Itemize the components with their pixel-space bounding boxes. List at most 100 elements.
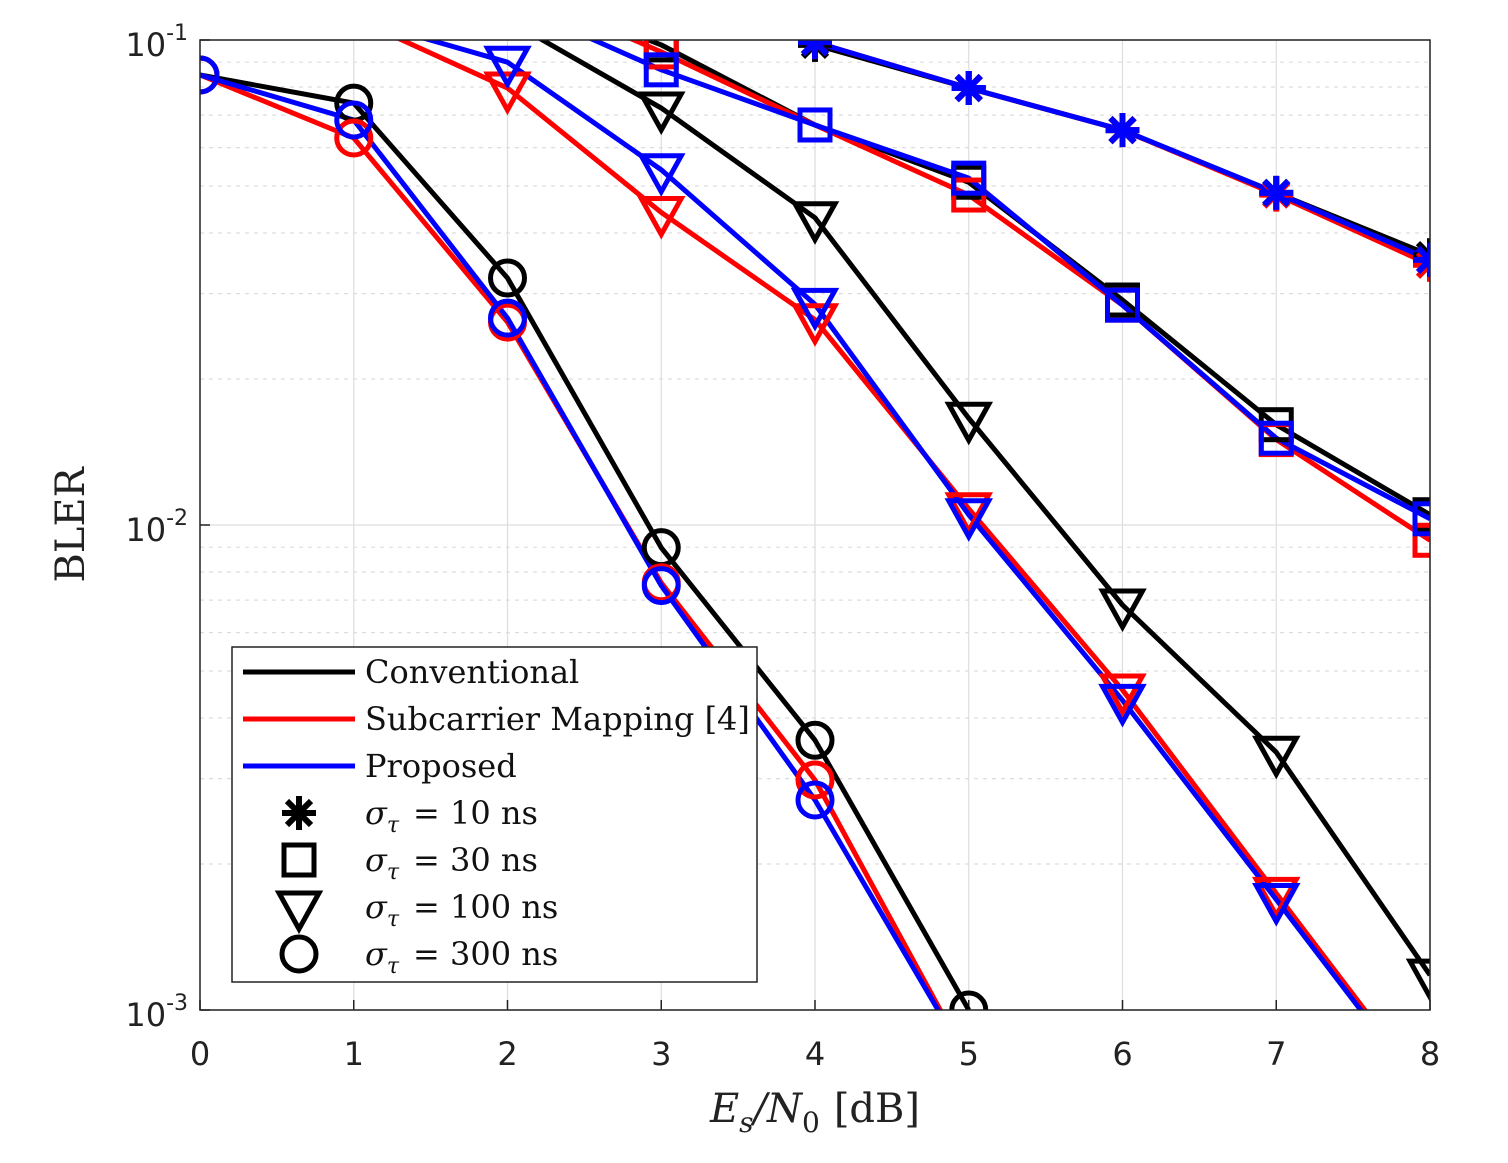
data-point xyxy=(795,720,835,760)
data-point xyxy=(944,401,993,446)
asterisk-stroke xyxy=(954,73,983,103)
legend-label: Conventional xyxy=(365,653,579,691)
legend-label: στ = 30 ns xyxy=(365,841,538,885)
circle-marker xyxy=(795,780,835,820)
series-line xyxy=(537,40,1430,977)
data-point xyxy=(790,201,840,245)
circle-marker xyxy=(488,298,527,338)
triangle-marker xyxy=(790,201,840,245)
legend-label: στ = 100 ns xyxy=(365,888,558,932)
triangle-marker xyxy=(1405,958,1430,1003)
triangle-marker xyxy=(1098,683,1147,728)
asterisk-stroke xyxy=(1415,245,1430,265)
data-point xyxy=(1098,683,1147,728)
data-point xyxy=(1413,247,1430,282)
data-point xyxy=(795,780,835,820)
triangle-marker xyxy=(1098,673,1147,718)
y-tick-label: 10-1 xyxy=(125,21,188,64)
data-point xyxy=(637,91,686,136)
legend-label: στ = 10 ns xyxy=(365,794,538,838)
data-point xyxy=(643,52,679,88)
triangle-marker xyxy=(1252,882,1301,927)
triangle-marker xyxy=(637,91,686,136)
series-line xyxy=(421,40,1364,1010)
square-marker xyxy=(1412,501,1430,537)
asterisk-stroke xyxy=(1262,178,1291,207)
triangle-marker xyxy=(944,498,993,542)
data-point xyxy=(483,45,532,90)
series-line xyxy=(395,40,1368,1010)
x-tick-label: 0 xyxy=(190,1035,210,1073)
legend-marker xyxy=(274,890,324,935)
legend-marker xyxy=(282,796,316,830)
data-point xyxy=(1405,958,1430,1003)
legend-label: στ = 300 ns xyxy=(365,935,558,979)
asterisk-stroke xyxy=(1415,241,1430,260)
data-point xyxy=(488,298,527,338)
circle-marker xyxy=(641,566,681,606)
data-point xyxy=(951,160,987,196)
square-marker xyxy=(1412,522,1430,558)
data-point xyxy=(1105,113,1140,148)
legend-marker xyxy=(279,934,319,974)
circle-marker xyxy=(488,258,527,298)
asterisk-stroke xyxy=(1415,255,1430,275)
data-point xyxy=(790,287,840,332)
x-tick-label: 3 xyxy=(651,1035,671,1073)
x-tick-label: 2 xyxy=(497,1035,517,1073)
legend-box xyxy=(231,646,758,983)
data-point xyxy=(944,492,993,536)
data-point xyxy=(1412,522,1430,558)
asterisk-stroke xyxy=(284,798,314,828)
circle-marker xyxy=(795,760,835,800)
data-point xyxy=(1412,501,1430,537)
data-point xyxy=(797,107,833,143)
data-point xyxy=(643,40,679,70)
data-point xyxy=(1252,735,1301,780)
data-point xyxy=(637,153,686,197)
data-point xyxy=(1098,673,1147,718)
data-point xyxy=(1098,588,1147,633)
triangle-marker xyxy=(483,71,532,116)
data-point xyxy=(951,71,986,106)
legend-label: Proposed xyxy=(365,747,517,785)
triangle-marker xyxy=(637,195,686,240)
x-tick-label: 4 xyxy=(805,1035,825,1073)
data-point xyxy=(483,71,532,116)
square-marker xyxy=(951,160,987,196)
data-point xyxy=(488,258,527,298)
square-marker xyxy=(643,52,679,88)
square-marker xyxy=(281,842,317,878)
circle-marker xyxy=(949,990,989,1010)
data-point xyxy=(790,303,840,347)
data-point xyxy=(1252,876,1301,921)
asterisk-stroke xyxy=(1108,115,1137,145)
x-tick-label: 5 xyxy=(959,1035,979,1073)
data-point xyxy=(200,55,220,95)
y-tick-label: 10-3 xyxy=(125,991,188,1034)
y-axis-label: BLER xyxy=(48,465,94,582)
tick-labels: 0 1 2 3 4 5 6 7 8 10-1 10-2 10-3 xyxy=(125,21,1440,1073)
data-point xyxy=(1105,287,1140,323)
triangle-marker xyxy=(790,287,840,332)
data-point xyxy=(637,195,686,240)
x-tick-label: 7 xyxy=(1266,1035,1286,1073)
triangle-marker xyxy=(637,153,686,197)
circle-marker xyxy=(200,55,220,95)
plot-frame xyxy=(199,39,1431,1011)
series-line xyxy=(200,72,941,1010)
square-marker xyxy=(1105,287,1140,323)
data-point xyxy=(1252,882,1301,927)
series-markers xyxy=(200,40,1430,1010)
asterisk-stroke xyxy=(1415,260,1430,279)
x-tick-label: 8 xyxy=(1420,1035,1440,1073)
square-marker xyxy=(643,40,679,70)
data-point xyxy=(1413,242,1430,277)
circle-marker xyxy=(795,720,835,760)
data-point xyxy=(795,760,835,800)
asterisk-stroke xyxy=(1415,250,1430,270)
legend-marker xyxy=(281,842,317,878)
circle-marker xyxy=(279,934,319,974)
data-point xyxy=(334,100,374,140)
